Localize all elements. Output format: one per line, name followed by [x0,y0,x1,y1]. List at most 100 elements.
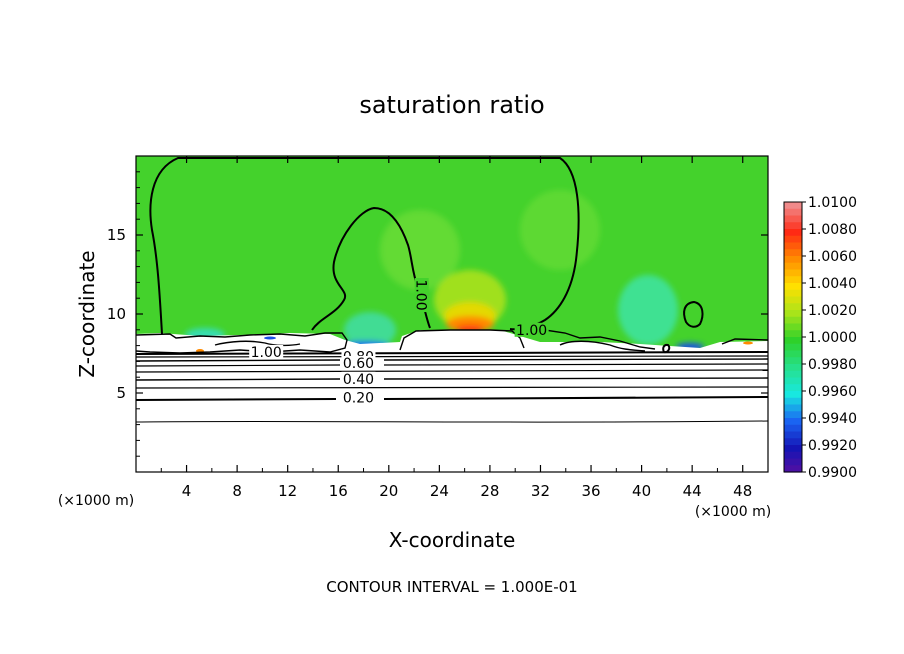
colorbar-swatch [784,289,802,298]
contour-label-1.00: 1.00 [516,323,547,339]
colorbar-label: 1.0040 [808,276,857,292]
colorbar-label: 1.0020 [808,303,857,319]
colorbar-swatch [784,431,802,439]
contour-line-0.40 [136,377,768,381]
light-green-patch [380,210,460,290]
x-tick-label: 16 [329,482,348,500]
colorbar-swatch [784,262,802,271]
cloud-outline [214,340,301,347]
x-tick-label: 36 [581,482,600,500]
colorbar-swatch [784,242,802,250]
contour-label-0.40: 0.40 [343,372,374,388]
colorbar-swatch [784,229,802,237]
orange-speck [743,341,753,345]
contour-label-background [249,344,284,359]
colorbar-label: 1.0000 [808,330,857,346]
colorbar-swatch [784,316,802,325]
x-tick-label: 4 [182,482,192,500]
x-tick-label: 24 [430,482,449,500]
colorbar-swatch [784,276,802,284]
contour-line-0.60 [136,363,768,367]
colorbar-label: 0.9980 [808,357,857,373]
contour-line [136,369,768,373]
x-tick-label: 48 [733,482,752,500]
contour-line [136,420,768,423]
y-axis-label: Z-coordinate [75,250,99,377]
colorbar-swatch [784,310,802,318]
contour-line [136,386,768,389]
cloud-outline [399,329,525,351]
y-axis: 5 10 15 [107,171,768,457]
colorbar-swatch [784,296,802,304]
contour-label-0.20: 0.20 [343,391,374,407]
contour-interval-note: CONTOUR INTERVAL = 1.000E-01 [326,578,577,596]
colorbar-swatch [784,451,802,460]
colorbar-swatch [784,343,802,352]
cyan-patch [618,275,678,345]
colorbar-label: 0.9940 [808,411,857,427]
colorbar-swatch [784,377,802,385]
chart-title: saturation ratio [359,91,544,119]
colorbar-swatch [784,364,802,372]
contour-label-1.00: 1.00 [413,279,429,310]
colorbar-swatch [784,458,802,466]
colorbar-swatch [784,208,802,217]
contour-label-background [341,355,376,370]
light-green-patch [520,190,600,270]
contour-labels: 1.001.001.000.800.600.400.20 [249,278,549,407]
contour-label-background [341,390,376,405]
x-unit-label-left: (×1000 m) [58,493,134,509]
contour-label-background [414,278,429,313]
contour-line-1.00 [149,157,580,335]
x-tick-label: 8 [232,482,242,500]
colorbar-swatch [784,424,802,433]
colorbar-swatch [784,249,802,257]
colorbar-swatch [784,370,802,379]
x-tick-label: 32 [531,482,550,500]
colorbar-swatch [784,337,802,345]
contour-line-0.80 [136,358,768,362]
colorbar-label: 0.9900 [808,465,857,481]
colorbar-swatch [784,222,802,230]
colorbar-label: 1.0060 [808,249,857,265]
colorbar-swatch [784,397,802,406]
field-shading [185,190,704,351]
contour-line [136,355,768,358]
colorbar-swatch [784,350,802,358]
colorbar-label: 1.0080 [808,222,857,238]
plot-area: 1.001.001.000.800.600.400.20 [136,156,768,472]
colorbar: 1.0100 1.0080 1.0060 1.0040 1.0020 1.0000 0.99… [783,195,857,481]
y-tick-label: 10 [107,305,126,323]
colorbar-swatch [784,323,802,331]
colorbar-label: 0.9920 [808,438,857,454]
colorbar-label: 1.0100 [808,195,857,211]
colorbar-swatch [784,391,802,399]
x-axis: 4 8 12 16 20 24 28 32 36 40 44 48 [160,156,752,500]
contour-lines-lower [136,351,768,423]
x-unit-label-right: (×1000 m) [695,504,771,520]
colorbar-swatch [784,418,802,426]
colorbar-swatch [784,215,802,223]
colorbar-swatch [784,357,802,365]
cloud-outline [559,340,646,352]
x-tick-label: 20 [379,482,398,500]
x-tick-label: 28 [480,482,499,500]
contour-label-1.00: 1.00 [251,345,282,361]
colorbar-swatch [784,445,802,453]
contour-line [136,351,768,355]
colorbar-label: 0.9960 [808,384,857,400]
contour-label-0.60: 0.60 [343,356,374,372]
y-tick-label: 5 [116,384,126,402]
cyan-patch [344,312,396,348]
colorbar-swatch [784,438,802,446]
x-tick-label: 40 [632,482,651,500]
colorbar-swatch [784,330,802,338]
colorbar-swatch [784,404,802,412]
contour-label-background [514,322,549,337]
y-tick-label: 15 [107,226,126,244]
colorbar-swatch [784,256,802,264]
colorbar-swatch [784,202,802,210]
colorbar-swatch [784,283,802,291]
colorbar-swatch [784,303,802,311]
